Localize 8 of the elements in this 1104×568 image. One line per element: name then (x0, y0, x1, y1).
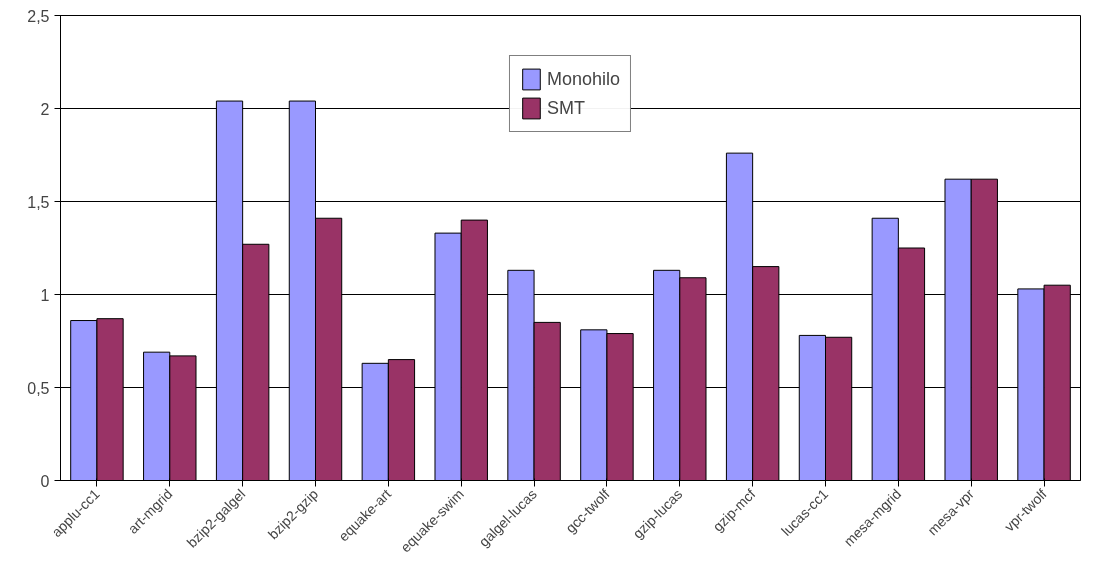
y-tick-label: 0,5 (27, 379, 50, 397)
y-tick-label: 2,5 (27, 7, 50, 25)
y-tick-label: 1,5 (27, 193, 50, 211)
y-tick-label: 0 (40, 472, 50, 490)
legend-label: Monohilo (546, 68, 621, 90)
y-tick-label: 2 (40, 100, 50, 118)
legend-label: SMT (546, 97, 585, 119)
y-tick-label: 1 (40, 286, 50, 304)
